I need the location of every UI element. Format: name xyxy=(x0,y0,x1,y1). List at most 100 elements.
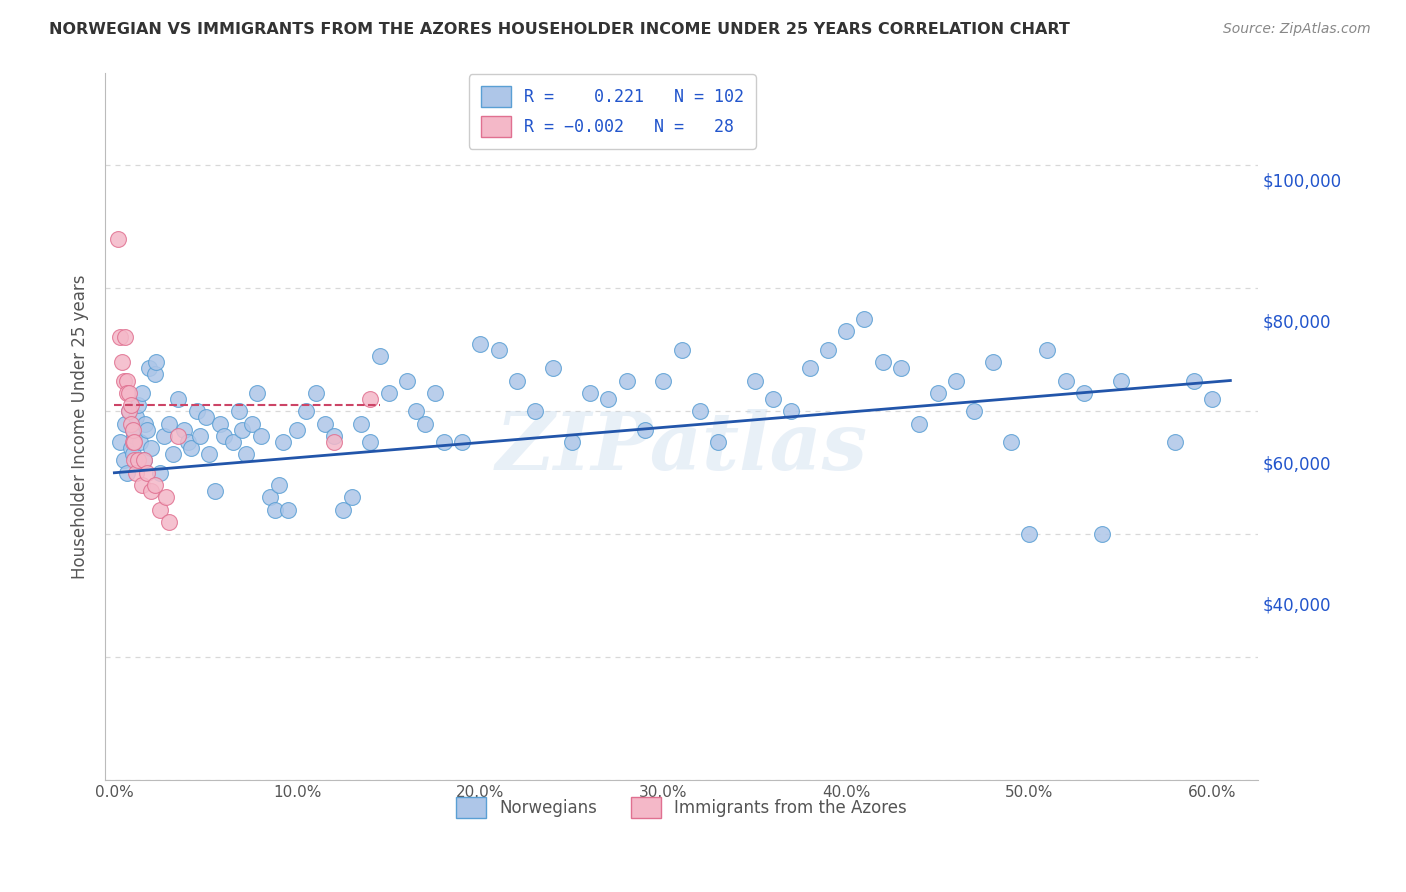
Point xyxy=(209,417,232,431)
Point xyxy=(451,435,474,450)
Point xyxy=(271,435,294,450)
Point xyxy=(139,441,162,455)
Point xyxy=(115,385,138,400)
Point xyxy=(780,404,803,418)
Point xyxy=(138,361,160,376)
Point xyxy=(433,435,456,450)
Point xyxy=(173,423,195,437)
Point xyxy=(1054,374,1077,388)
Point xyxy=(890,361,912,376)
Point xyxy=(124,453,146,467)
Text: NORWEGIAN VS IMMIGRANTS FROM THE AZORES HOUSEHOLDER INCOME UNDER 25 YEARS CORREL: NORWEGIAN VS IMMIGRANTS FROM THE AZORES … xyxy=(49,22,1070,37)
Point xyxy=(762,392,785,406)
Point xyxy=(240,417,263,431)
Point xyxy=(143,478,166,492)
Point xyxy=(121,435,143,450)
Point xyxy=(423,385,446,400)
Point xyxy=(1109,374,1132,388)
Point xyxy=(228,404,250,418)
Point xyxy=(127,453,149,467)
Point xyxy=(180,441,202,455)
Point xyxy=(162,447,184,461)
Point xyxy=(108,330,131,344)
Point xyxy=(963,404,986,418)
Point xyxy=(249,429,271,443)
Point xyxy=(295,404,318,418)
Point xyxy=(927,385,949,400)
Point xyxy=(543,361,565,376)
Point xyxy=(176,435,198,450)
Point xyxy=(167,429,190,443)
Point xyxy=(378,385,401,400)
Y-axis label: Householder Income Under 25 years: Householder Income Under 25 years xyxy=(72,275,89,579)
Point xyxy=(598,392,620,406)
Point xyxy=(115,374,138,388)
Point xyxy=(186,404,208,418)
Point xyxy=(908,417,931,431)
Point xyxy=(118,404,141,418)
Point xyxy=(1000,435,1022,450)
Point xyxy=(132,453,155,467)
Point xyxy=(634,423,657,437)
Point xyxy=(204,484,226,499)
Point xyxy=(579,385,602,400)
Point xyxy=(872,355,894,369)
Point xyxy=(121,423,143,437)
Point xyxy=(652,374,675,388)
Point xyxy=(136,423,159,437)
Point xyxy=(277,502,299,516)
Point xyxy=(488,343,510,357)
Point xyxy=(415,417,437,431)
Point xyxy=(350,417,373,431)
Point xyxy=(322,429,344,443)
Point xyxy=(115,466,138,480)
Point xyxy=(132,453,155,467)
Point xyxy=(129,435,152,450)
Point xyxy=(121,447,143,461)
Point xyxy=(120,441,142,455)
Point xyxy=(853,312,876,326)
Point xyxy=(152,429,174,443)
Point xyxy=(194,410,217,425)
Point xyxy=(368,349,391,363)
Point xyxy=(945,374,967,388)
Point xyxy=(1018,527,1040,541)
Point xyxy=(125,466,148,480)
Point xyxy=(149,502,172,516)
Point xyxy=(340,491,363,505)
Point xyxy=(198,447,221,461)
Text: ZIPatlas: ZIPatlas xyxy=(495,409,868,487)
Point xyxy=(108,435,131,450)
Point xyxy=(131,385,153,400)
Point xyxy=(817,343,839,357)
Point xyxy=(112,453,135,467)
Point xyxy=(235,447,257,461)
Point xyxy=(1182,374,1205,388)
Point xyxy=(835,324,858,338)
Point xyxy=(114,417,136,431)
Point xyxy=(396,374,419,388)
Point xyxy=(267,478,290,492)
Point xyxy=(259,491,281,505)
Point xyxy=(167,392,190,406)
Point xyxy=(157,417,180,431)
Text: Source: ZipAtlas.com: Source: ZipAtlas.com xyxy=(1223,22,1371,37)
Point xyxy=(285,423,308,437)
Point xyxy=(506,374,529,388)
Point xyxy=(136,466,159,480)
Point xyxy=(124,429,146,443)
Point xyxy=(707,435,730,450)
Point xyxy=(222,435,245,450)
Point xyxy=(188,429,211,443)
Point xyxy=(118,385,141,400)
Point xyxy=(322,435,344,450)
Point xyxy=(1073,385,1095,400)
Point xyxy=(405,404,427,418)
Point xyxy=(118,404,141,418)
Point xyxy=(524,404,547,418)
Point xyxy=(304,385,326,400)
Point xyxy=(120,417,142,431)
Point xyxy=(1164,435,1187,450)
Point xyxy=(124,435,146,450)
Point xyxy=(1036,343,1059,357)
